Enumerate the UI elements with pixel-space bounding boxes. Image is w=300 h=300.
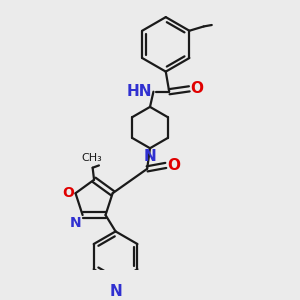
Text: O: O [62, 186, 74, 200]
Text: CH₃: CH₃ [82, 153, 102, 163]
Text: HN: HN [127, 84, 152, 99]
Text: N: N [70, 217, 81, 230]
Text: N: N [144, 149, 157, 164]
Text: O: O [167, 158, 180, 173]
Text: O: O [191, 81, 204, 96]
Text: N: N [110, 284, 122, 299]
